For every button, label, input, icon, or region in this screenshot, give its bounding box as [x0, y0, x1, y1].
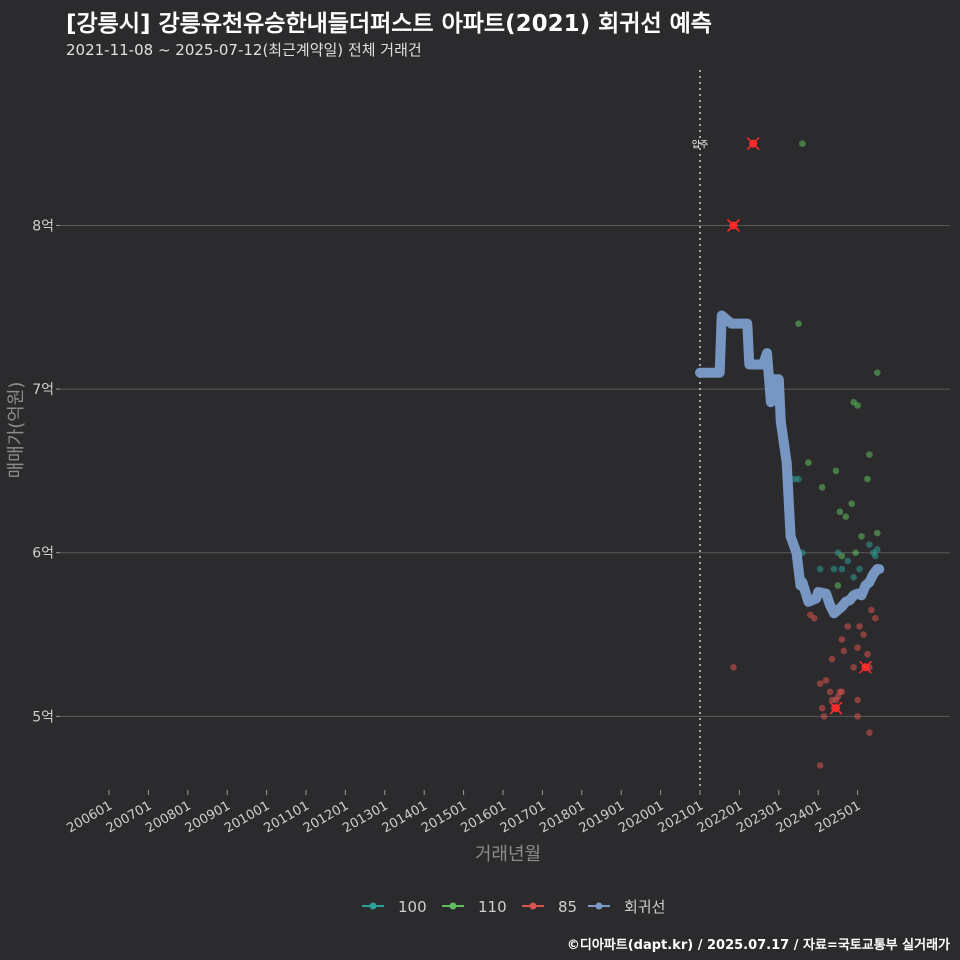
data-point-85: [864, 650, 871, 658]
y-tick-label: 6억: [32, 546, 54, 562]
source-caption: ©디아파트(dapt.kr) / 2025.07.17 / 자료=국토교통부 실…: [566, 938, 950, 953]
legend-label: 85: [558, 898, 577, 916]
legend-key-dot: [595, 902, 603, 910]
data-point-110: [842, 513, 850, 521]
points-layer: [730, 140, 881, 769]
data-point-85: [820, 713, 828, 720]
legend-layer: 100 110 85 회귀선: [362, 898, 665, 916]
data-point-110: [834, 582, 842, 589]
highlighted-point: [858, 660, 873, 674]
highlight-cross: [746, 137, 760, 151]
data-point-100: [850, 573, 857, 581]
highlight-cross: [858, 660, 873, 674]
data-point-100: [795, 475, 802, 483]
data-point-85: [850, 663, 857, 671]
annotation-layer: 입주: [692, 70, 709, 790]
data-point-85: [844, 623, 852, 630]
highlight-cross: [726, 218, 741, 232]
data-point-85: [854, 713, 861, 720]
data-point-85: [730, 663, 737, 671]
data-point-110: [848, 500, 855, 507]
data-point-110: [838, 552, 846, 560]
data-point-85: [807, 611, 814, 619]
y-tick-label: 7억: [32, 382, 54, 398]
data-point-85: [854, 644, 861, 651]
legend-item-100: 100: [362, 898, 427, 916]
data-point-110: [836, 508, 844, 516]
data-point-85: [868, 606, 875, 614]
legend-item-회귀선: 회귀선: [588, 898, 665, 916]
data-point-110: [818, 483, 826, 491]
highlighted-point: [726, 218, 741, 232]
legend-key-dot: [529, 902, 537, 910]
data-point-85: [838, 636, 846, 643]
highlighted-point: [746, 137, 760, 151]
data-point-85: [838, 688, 846, 696]
move-in-label: 입주: [692, 139, 709, 151]
data-point-85: [828, 655, 836, 663]
data-point-85: [872, 614, 879, 622]
legend-label: 100: [398, 898, 427, 916]
data-point-100: [838, 565, 846, 573]
highlight-cross: [829, 701, 843, 715]
y-tick-label: 5억: [32, 709, 54, 725]
data-point-110: [832, 467, 840, 475]
data-point-100: [816, 565, 824, 573]
chart-subtitle: 2021-11-08 ~ 2025-07-12(최근계약일) 전체 거래건: [66, 41, 422, 59]
data-point-110: [866, 451, 873, 458]
legend-key-dot: [449, 902, 457, 910]
legend-key-dot: [369, 902, 377, 910]
data-point-85: [822, 677, 830, 684]
chart-title: [강릉시] 강릉유천유승한내들더퍼스트 아파트(2021) 회귀선 예측: [66, 11, 712, 37]
data-point-85: [816, 680, 824, 687]
data-point-100: [844, 557, 852, 565]
data-point-85: [860, 631, 867, 638]
legend-label: 110: [478, 898, 507, 916]
data-point-100: [856, 565, 863, 573]
data-point-100: [874, 546, 881, 553]
data-point-100: [866, 541, 873, 548]
grid-layer: [60, 224, 950, 717]
regression-line: [695, 310, 885, 619]
data-point-110: [795, 320, 802, 327]
data-point-85: [818, 704, 826, 712]
data-point-110: [799, 140, 806, 147]
axis-layer: 5억6억7억8억20060120070120080120090120100120…: [6, 218, 864, 865]
data-point-110: [874, 369, 881, 377]
data-point-85: [856, 623, 863, 630]
legend-item-110: 110: [442, 898, 507, 916]
legend-item-85: 85: [522, 898, 577, 916]
data-point-100: [830, 565, 838, 573]
regression-layer: [695, 310, 885, 619]
y-tick-label: 8억: [32, 218, 54, 234]
data-point-85: [826, 688, 834, 696]
data-point-110: [858, 533, 865, 540]
data-point-110: [874, 529, 881, 537]
data-point-85: [866, 729, 873, 737]
data-point-110: [864, 475, 871, 483]
legend-label: 회귀선: [624, 898, 665, 916]
data-point-100: [872, 552, 879, 560]
highlighted-point: [829, 701, 843, 715]
data-point-85: [816, 762, 824, 769]
x-axis-title: 거래년월: [475, 844, 541, 865]
data-point-110: [854, 402, 861, 409]
highlight-layer: [726, 137, 873, 715]
data-point-85: [840, 647, 848, 655]
y-axis-title: 매매가(억원): [6, 382, 27, 479]
x-tick-label: 202501: [813, 798, 863, 836]
data-point-110: [805, 459, 812, 467]
data-point-110: [852, 549, 859, 557]
data-point-85: [854, 696, 861, 704]
